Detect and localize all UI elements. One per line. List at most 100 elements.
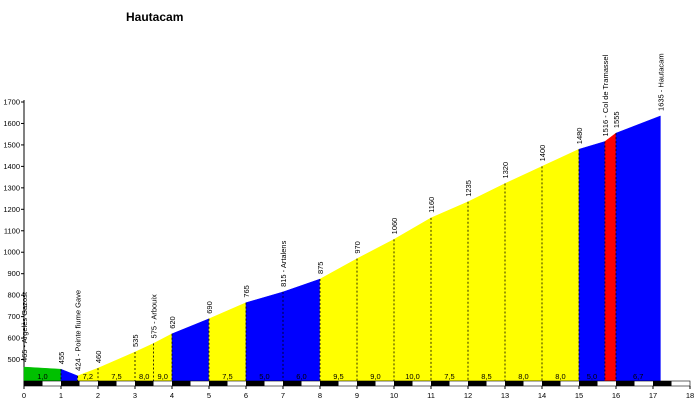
point-label: 815 - Artalens [279, 240, 288, 287]
gradient-label: 10,0 [405, 372, 420, 381]
gradient-label: 8,5 [481, 372, 491, 381]
km-bar-block [394, 381, 413, 386]
km-bar-block [616, 381, 635, 386]
x-tick-label: 12 [464, 391, 472, 400]
profile-segment [171, 318, 210, 382]
y-axis: 500 600 700 800 900 1000 1100 1200 1300 1400 1500 1… [3, 98, 25, 386]
profile-segment [393, 217, 432, 382]
profile-area [23, 115, 661, 382]
x-tick-label: 6 [244, 391, 248, 400]
y-tick-label: 1300 [3, 183, 20, 192]
x-tick-label: 17 [649, 391, 657, 400]
km-bar-block [246, 381, 265, 386]
y-tick-label: 800 [7, 291, 20, 300]
x-tick-label: 3 [133, 391, 137, 400]
point-label: 1635 - Hautacam [656, 53, 665, 111]
gradient-label: 6,7 [633, 372, 643, 381]
km-bar-block [653, 381, 672, 386]
profile-segment [356, 238, 395, 382]
point-label: 1555 [612, 111, 621, 128]
y-tick-label: 500 [7, 355, 20, 364]
km-bar [23, 380, 691, 387]
point-label: 424 - Pointe fiume Gave [74, 290, 83, 371]
gradient-label: 7,5 [111, 372, 121, 381]
km-bar-block [283, 381, 302, 386]
x-tick-label: 15 [575, 391, 583, 400]
point-label: 455 [57, 352, 66, 365]
point-label: 690 [205, 301, 214, 314]
km-bar-block [468, 381, 487, 386]
gradient-label: 8,0 [555, 372, 565, 381]
x-tick-label: 13 [501, 391, 509, 400]
gradient-label: 1,0 [37, 372, 47, 381]
point-label: 970 [353, 241, 362, 254]
gradient-label: 8,0 [139, 372, 149, 381]
gradient-label: 8,0 [518, 372, 528, 381]
point-label: 620 [168, 316, 177, 329]
gradient-label: 7,2 [83, 372, 93, 381]
x-tick-label: 18 [686, 391, 694, 400]
point-label: 465 - Argelès Gazost [20, 291, 29, 362]
point-label: 765 [242, 285, 251, 298]
point-label: 535 [131, 335, 140, 348]
x-tick-label: 14 [538, 391, 546, 400]
km-bar-block [172, 381, 191, 386]
km-bar-block [579, 381, 598, 386]
y-tick-label: 1400 [3, 162, 20, 171]
x-tick-label: 11 [427, 391, 435, 400]
y-tick-label: 1100 [4, 226, 20, 235]
y-tick-label: 1500 [3, 140, 20, 149]
chart-title: Hautacam [126, 10, 183, 24]
x-tick-label: 1 [59, 391, 63, 400]
gradient-label: 9,0 [158, 372, 168, 381]
point-label: 875 [316, 262, 325, 275]
y-tick-label: 600 [7, 334, 20, 343]
km-markers [60, 133, 617, 381]
profile-segment [208, 302, 247, 382]
profile-segment [430, 201, 469, 382]
point-label: 1060 [390, 218, 399, 235]
km-bar-block [98, 381, 117, 386]
y-tick-label: 1600 [3, 119, 20, 128]
km-bar-block [431, 381, 450, 386]
gradient-label: 5,0 [587, 372, 597, 381]
point-label: 1516 - Col de Tramassel [601, 54, 610, 136]
x-tick-label: 10 [390, 391, 398, 400]
profile-segment [578, 141, 606, 382]
x-tick-label: 0 [22, 391, 26, 400]
x-tick-label: 5 [207, 391, 211, 400]
profile-segment [467, 183, 506, 382]
km-bar-block [505, 381, 524, 386]
profile-segment [604, 132, 617, 382]
profile-segment [615, 115, 661, 382]
x-axis: 0 1 2 3 4 5 6 7 8 9 10 11 12 13 14 15 16 17 18 [22, 386, 694, 400]
gradient-label: 7,5 [222, 372, 232, 381]
profile-segment [504, 165, 543, 382]
gradient-label: 6,0 [296, 372, 306, 381]
x-tick-label: 8 [318, 391, 322, 400]
point-label: 1480 [575, 128, 584, 145]
x-tick-label: 9 [355, 391, 359, 400]
km-bar-block [320, 381, 339, 386]
km-bar-block [209, 381, 228, 386]
point-label: 1160 [427, 197, 436, 213]
point-label: 460 [94, 351, 103, 364]
point-label: 1400 [538, 145, 547, 162]
gradient-label: 5,0 [259, 372, 269, 381]
point-label: 1235 [464, 180, 473, 197]
y-tick-label: 1200 [3, 205, 20, 214]
km-bar-block [24, 381, 43, 386]
y-tick-label: 900 [7, 269, 20, 278]
gradient-label: 9,0 [370, 372, 380, 381]
profile-segment [282, 278, 321, 382]
km-bar-block [61, 381, 80, 386]
gradient-label: 7,5 [444, 372, 454, 381]
x-tick-label: 4 [170, 391, 174, 400]
y-tick-label: 700 [7, 312, 20, 321]
profile-segment [319, 258, 358, 382]
profile-segment [245, 291, 284, 382]
y-tick-label: 1700 [3, 98, 20, 107]
point-labels: 1,0 7,2 7,5 8,0 9,0 7,5 5,0 6,0 9,5 9,0 10,0 7,5 8,5… [20, 53, 665, 381]
km-bar-block [357, 381, 376, 386]
